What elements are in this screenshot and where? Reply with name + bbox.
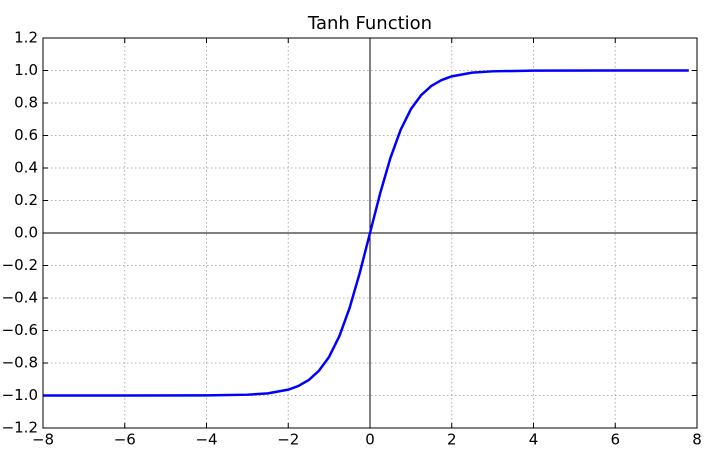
line-series: [43, 69, 689, 397]
y-tick-label: 0.8: [14, 94, 38, 112]
y-tick-label: 1.0: [14, 61, 38, 79]
x-tick-label: −2: [277, 431, 299, 449]
x-tick-label: 2: [447, 431, 457, 449]
x-tick-label: −6: [114, 431, 136, 449]
y-tick-label: −0.2: [2, 256, 38, 274]
x-tick-label: 8: [692, 431, 702, 449]
y-tick-label: 0.6: [14, 126, 38, 144]
chart-title: Tanh Function: [307, 13, 432, 34]
y-tick-label: 1.2: [14, 29, 38, 47]
y-tick-label: −1.2: [2, 419, 38, 437]
x-tick-label: 6: [610, 431, 620, 449]
x-tick-label: −4: [195, 431, 217, 449]
y-tick-label: 0.0: [14, 224, 38, 242]
plot-frame: [42, 37, 698, 429]
y-tick-label: 0.4: [14, 159, 38, 177]
x-tick-label: −8: [32, 431, 54, 449]
x-tick-label: 0: [365, 431, 375, 449]
y-tick-label: −0.4: [2, 289, 38, 307]
x-tick-label: 4: [529, 431, 539, 449]
y-tick-label: −0.8: [2, 354, 38, 372]
y-tick-label: −1.0: [2, 386, 38, 404]
y-tick-label: −0.6: [2, 321, 38, 339]
y-tick-label: 0.2: [14, 191, 38, 209]
